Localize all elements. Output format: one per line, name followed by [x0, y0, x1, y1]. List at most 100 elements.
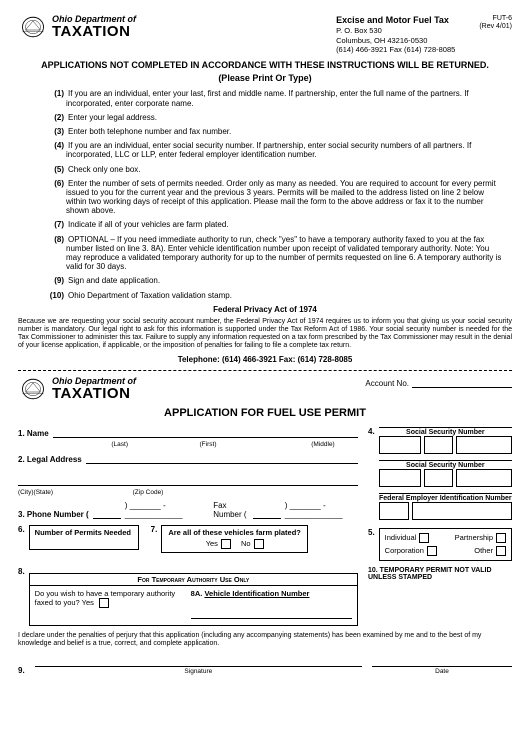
federal-body: Because we are requesting your social se…: [18, 318, 512, 350]
ssn-input-2c[interactable]: [456, 469, 512, 487]
farm-yes[interactable]: Yes: [206, 539, 231, 549]
fax-label: Fax Number (: [213, 501, 248, 519]
app-title: APPLICATION FOR FUEL USE PERMIT: [18, 407, 512, 419]
ssn-header-2: Social Security Number: [379, 460, 512, 469]
n9: 9.: [18, 666, 25, 675]
logo-text-2: Ohio Department of TAXATION: [52, 377, 136, 401]
date-field: Date: [372, 656, 512, 675]
dept-line2: TAXATION: [52, 24, 136, 39]
instruction-5: (5)Check only one box.: [48, 165, 502, 174]
field-name: 1. Name: [18, 427, 358, 438]
instruction-8: (8)OPTIONAL – If you need immediate auth…: [48, 235, 502, 272]
checkbox-icon: [427, 546, 437, 556]
name-sublabels: (Last) (First) (Middle): [18, 441, 358, 448]
farm-plated-box: Are all of these vehicles farm plated? Y…: [161, 525, 308, 553]
entity-individual[interactable]: Individual: [385, 533, 430, 543]
checkbox-icon: [221, 539, 231, 549]
instruction-3: (3)Enter both telephone number and fax n…: [48, 127, 502, 136]
checkbox-icon: [254, 539, 264, 549]
farm-question: Are all of these vehicles farm plated?: [168, 528, 301, 537]
ssn-input-2a[interactable]: [379, 469, 421, 487]
logo-text: Ohio Department of TAXATION: [52, 15, 136, 39]
row-6-7: 6. Number of Permits Needed 7. Are all o…: [18, 525, 358, 553]
logo-block: Ohio Department of TAXATION: [18, 15, 136, 39]
instruction-7: (7)Indicate if all of your vehicles are …: [48, 220, 502, 229]
stamp-note: 10. TEMPORARY PERMIT NOT VALID UNLESS ST…: [368, 567, 512, 581]
entity-corporation[interactable]: Corporation: [385, 546, 437, 556]
tax-title: Excise and Motor Fuel Tax: [336, 15, 455, 26]
fax-area-input[interactable]: [253, 508, 281, 519]
warning: APPLICATIONS NOT COMPLETED IN ACCORDANCE…: [18, 60, 512, 70]
field-phone: 3. Phone Number ( ) _______ - __________…: [18, 501, 358, 519]
signature-input[interactable]: [35, 656, 362, 667]
account-input[interactable]: [412, 377, 512, 388]
vin-input[interactable]: [191, 608, 352, 619]
n7: 7.: [151, 525, 158, 534]
ohio-seal-icon: [18, 15, 48, 39]
addr2: Columbus, OH 43216-0530: [336, 36, 455, 45]
instruction-9: (9)Sign and date application.: [48, 276, 502, 285]
app-header: Ohio Department of TAXATION Account No.: [18, 377, 512, 401]
ssn-input-2b[interactable]: [424, 469, 453, 487]
permits-needed-box[interactable]: Number of Permits Needed: [29, 525, 139, 550]
entity-other[interactable]: Other: [474, 546, 506, 556]
tear-divider: [18, 370, 512, 371]
ssn-header-1: Social Security Number: [379, 427, 512, 436]
header-right-block: Excise and Motor Fuel Tax P. O. Box 530 …: [336, 15, 512, 54]
instructions-list: (1)If you are an individual, enter your …: [18, 89, 512, 299]
tel-fax: Telephone: (614) 466-3921 Fax: (614) 728…: [18, 355, 512, 364]
date-label: Date: [372, 668, 512, 675]
ssn-boxes-2: [379, 469, 512, 487]
ssn-input-1a[interactable]: [379, 436, 421, 454]
temp-yes-checkbox[interactable]: [99, 598, 109, 608]
legal-address-input[interactable]: [86, 453, 358, 464]
temp-authority-question: Do you wish to have a temporary authorit…: [35, 589, 185, 619]
temp-authority-header: For Temporary Authority Use Only: [30, 574, 357, 586]
entity-partnership[interactable]: Partnership: [455, 533, 506, 543]
header-address: Excise and Motor Fuel Tax P. O. Box 530 …: [336, 15, 455, 54]
phone-area-input[interactable]: [93, 508, 121, 519]
date-input[interactable]: [372, 656, 512, 667]
fein-header: Federal Employer Identification Number: [379, 493, 512, 502]
logo-block-2: Ohio Department of TAXATION: [18, 377, 136, 401]
fein-input-a[interactable]: [379, 502, 409, 520]
federal-title: Federal Privacy Act of 1974: [18, 305, 512, 314]
ssn-input-1c[interactable]: [456, 436, 512, 454]
temp-authority-box: For Temporary Authority Use Only Do you …: [29, 573, 358, 626]
vin-section: 8A. Vehicle Identification Number: [191, 589, 352, 619]
checkbox-icon: [496, 533, 506, 543]
header: Ohio Department of TAXATION Excise and M…: [18, 15, 512, 54]
instruction-1: (1)If you are an individual, enter your …: [48, 89, 502, 107]
ssn-input-1b[interactable]: [424, 436, 453, 454]
city-state-zip-input[interactable]: [18, 475, 358, 486]
instruction-4: (4)If you are an individual, enter socia…: [48, 141, 502, 159]
n8: 8.: [18, 567, 25, 576]
checkbox-icon: [419, 533, 429, 543]
legal-address-label: 2. Legal Address: [18, 455, 82, 464]
vin-label: Vehicle Identification Number: [204, 589, 309, 598]
checkbox-icon: [496, 546, 506, 556]
stamp-area: 10. TEMPORARY PERMIT NOT VALID UNLESS ST…: [368, 567, 512, 581]
instruction-10: (10)Ohio Department of Taxation validati…: [48, 291, 502, 300]
field-legal-address: 2. Legal Address: [18, 453, 358, 464]
ssn-boxes-1: [379, 436, 512, 454]
n6: 6.: [18, 525, 25, 534]
signature-label: Signature: [35, 668, 362, 675]
form-id: FUT-6: [479, 15, 512, 23]
account-label: Account No.: [365, 379, 409, 388]
farm-no[interactable]: No: [241, 539, 264, 549]
name-label: 1. Name: [18, 429, 49, 438]
addr1: P. O. Box 530: [336, 26, 455, 35]
entity-type-box: Individual Partnership Corporation Other: [379, 528, 512, 561]
ohio-seal-icon: [18, 377, 48, 401]
phone-label: 3. Phone Number (: [18, 510, 89, 519]
name-input[interactable]: [53, 427, 358, 438]
fein-input-b[interactable]: [412, 502, 512, 520]
declaration: I declare under the penalties of perjury…: [18, 632, 512, 648]
form-id-block: FUT-6 (Rev 4/01): [479, 15, 512, 54]
phones: (614) 466-3921 Fax (614) 728-8085: [336, 45, 455, 54]
fein-boxes: [379, 502, 512, 520]
signature-field: Signature: [35, 656, 362, 675]
left-column: 1. Name (Last) (First) (Middle) 2. Legal…: [18, 427, 358, 561]
subhead: (Please Print Or Type): [18, 73, 512, 83]
